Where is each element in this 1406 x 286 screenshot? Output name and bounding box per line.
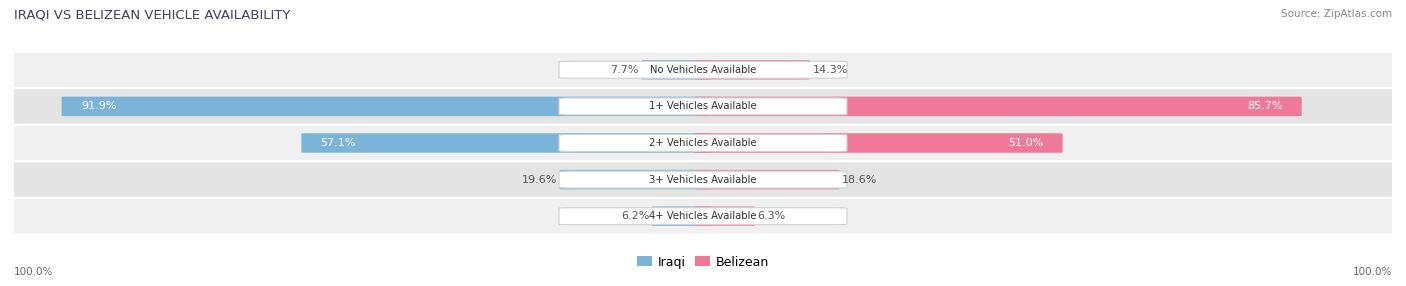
- FancyBboxPatch shape: [560, 171, 846, 188]
- Text: Source: ZipAtlas.com: Source: ZipAtlas.com: [1281, 9, 1392, 19]
- Text: 14.3%: 14.3%: [813, 65, 848, 75]
- Text: 85.7%: 85.7%: [1247, 102, 1282, 111]
- Text: 3+ Vehicles Available: 3+ Vehicles Available: [650, 175, 756, 184]
- FancyBboxPatch shape: [7, 126, 1399, 160]
- FancyBboxPatch shape: [560, 134, 846, 152]
- FancyBboxPatch shape: [695, 170, 839, 189]
- FancyBboxPatch shape: [7, 162, 1399, 197]
- FancyBboxPatch shape: [560, 98, 846, 115]
- Text: 4+ Vehicles Available: 4+ Vehicles Available: [650, 211, 756, 221]
- Text: 57.1%: 57.1%: [321, 138, 356, 148]
- FancyBboxPatch shape: [695, 206, 755, 226]
- FancyBboxPatch shape: [641, 60, 711, 80]
- Text: 6.2%: 6.2%: [621, 211, 650, 221]
- Text: 2+ Vehicles Available: 2+ Vehicles Available: [650, 138, 756, 148]
- FancyBboxPatch shape: [7, 53, 1399, 87]
- Text: 100.0%: 100.0%: [1353, 267, 1392, 277]
- FancyBboxPatch shape: [652, 206, 711, 226]
- Text: 19.6%: 19.6%: [522, 175, 557, 184]
- FancyBboxPatch shape: [695, 60, 810, 80]
- Text: 1+ Vehicles Available: 1+ Vehicles Available: [650, 102, 756, 111]
- Text: 6.3%: 6.3%: [758, 211, 786, 221]
- FancyBboxPatch shape: [560, 61, 846, 78]
- FancyBboxPatch shape: [560, 170, 711, 189]
- Text: IRAQI VS BELIZEAN VEHICLE AVAILABILITY: IRAQI VS BELIZEAN VEHICLE AVAILABILITY: [14, 9, 291, 21]
- Text: 91.9%: 91.9%: [82, 102, 117, 111]
- FancyBboxPatch shape: [695, 133, 1063, 153]
- FancyBboxPatch shape: [301, 133, 711, 153]
- Text: 100.0%: 100.0%: [14, 267, 53, 277]
- Text: 7.7%: 7.7%: [610, 65, 638, 75]
- FancyBboxPatch shape: [7, 89, 1399, 124]
- Text: No Vehicles Available: No Vehicles Available: [650, 65, 756, 75]
- Text: 51.0%: 51.0%: [1008, 138, 1043, 148]
- Text: 18.6%: 18.6%: [842, 175, 877, 184]
- FancyBboxPatch shape: [560, 208, 846, 225]
- FancyBboxPatch shape: [7, 199, 1399, 233]
- Legend: Iraqi, Belizean: Iraqi, Belizean: [637, 255, 769, 269]
- FancyBboxPatch shape: [62, 97, 711, 116]
- FancyBboxPatch shape: [695, 97, 1302, 116]
